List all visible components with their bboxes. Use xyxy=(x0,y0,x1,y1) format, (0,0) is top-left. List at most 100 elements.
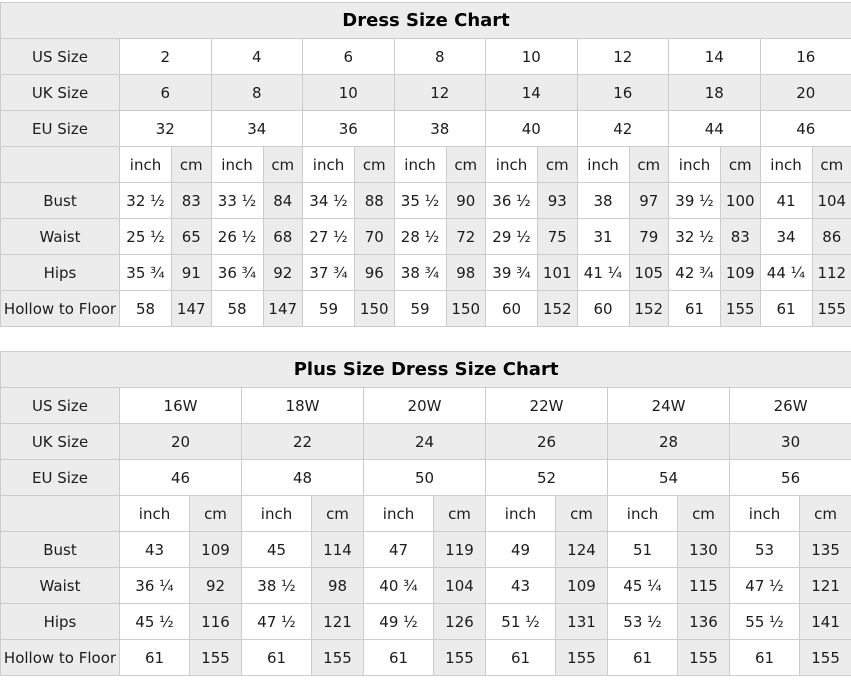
size-cell: 16 xyxy=(760,39,851,75)
size-cell: 38 xyxy=(394,111,486,147)
inch-cell: 32 ½ xyxy=(669,219,721,255)
inch-cell: 28 ½ xyxy=(394,219,446,255)
cm-cell: cm xyxy=(800,496,851,532)
cm-cell: 155 xyxy=(190,640,242,676)
inch-cell: 36 ¼ xyxy=(120,568,190,604)
inch-cell: 45 ¼ xyxy=(608,568,678,604)
size-cell: 14 xyxy=(669,39,761,75)
inch-cell: 61 xyxy=(760,291,812,327)
size-cell: 10 xyxy=(486,39,578,75)
cm-cell: 124 xyxy=(556,532,608,568)
size-cell: 46 xyxy=(120,460,242,496)
cm-cell: 152 xyxy=(629,291,669,327)
row-label: UK Size xyxy=(1,75,120,111)
inch-cell: inch xyxy=(242,496,312,532)
inch-cell: 34 ½ xyxy=(303,183,355,219)
inch-cell: 37 ¾ xyxy=(303,255,355,291)
row-label: US Size xyxy=(1,39,120,75)
title-row: Dress Size Chart xyxy=(1,3,851,39)
size-cell: 20W xyxy=(364,388,486,424)
size-cell: 48 xyxy=(242,460,364,496)
cm-cell: 119 xyxy=(434,532,486,568)
cm-cell: 114 xyxy=(312,532,364,568)
cm-cell: 150 xyxy=(446,291,486,327)
inch-cell: inch xyxy=(577,147,629,183)
row-label xyxy=(1,496,120,532)
inch-cell: inch xyxy=(211,147,263,183)
cm-cell: cm xyxy=(678,496,730,532)
cm-cell: 121 xyxy=(800,568,851,604)
size-cell: 24W xyxy=(608,388,730,424)
inch-cell: 43 xyxy=(486,568,556,604)
size-cell: 36 xyxy=(303,111,395,147)
row-label: Hips xyxy=(1,604,120,640)
inch-cell: 61 xyxy=(364,640,434,676)
inch-cell: 43 xyxy=(120,532,190,568)
inch-cell: 61 xyxy=(486,640,556,676)
inch-cell: 31 xyxy=(577,219,629,255)
inch-cell: 42 ¾ xyxy=(669,255,721,291)
cm-cell: 115 xyxy=(678,568,730,604)
size-cell: 2 xyxy=(120,39,212,75)
row-label: Waist xyxy=(1,219,120,255)
cm-cell: 147 xyxy=(263,291,303,327)
size-cell: 10 xyxy=(303,75,395,111)
cm-cell: 155 xyxy=(312,640,364,676)
inch-cell: 26 ½ xyxy=(211,219,263,255)
inch-cell: 58 xyxy=(120,291,172,327)
cm-cell: 65 xyxy=(172,219,212,255)
size-cell: 46 xyxy=(760,111,851,147)
inch-cell: 36 ½ xyxy=(486,183,538,219)
cm-cell: 147 xyxy=(172,291,212,327)
cm-cell: 104 xyxy=(812,183,851,219)
inch-cell: inch xyxy=(120,496,190,532)
inch-cell: 59 xyxy=(394,291,446,327)
inch-cell: 53 ½ xyxy=(608,604,678,640)
inch-cell: 35 ½ xyxy=(394,183,446,219)
cm-cell: 155 xyxy=(812,291,851,327)
inch-cell: 47 xyxy=(364,532,434,568)
cm-cell: 91 xyxy=(172,255,212,291)
cm-cell: 96 xyxy=(355,255,395,291)
size-cell: 16W xyxy=(120,388,242,424)
row-label: Hips xyxy=(1,255,120,291)
cm-cell: 86 xyxy=(812,219,851,255)
inch-cell: 38 ½ xyxy=(242,568,312,604)
size-cell: 6 xyxy=(120,75,212,111)
size-cell: 18W xyxy=(242,388,364,424)
cm-cell: 130 xyxy=(678,532,730,568)
size-cell: 34 xyxy=(211,111,303,147)
inch-cell: 45 ½ xyxy=(120,604,190,640)
cm-cell: cm xyxy=(172,147,212,183)
inch-cell: inch xyxy=(760,147,812,183)
inch-cell: 33 ½ xyxy=(211,183,263,219)
cm-cell: 126 xyxy=(434,604,486,640)
inch-cell: 40 ¾ xyxy=(364,568,434,604)
size-cell: 20 xyxy=(760,75,851,111)
inch-cell: inch xyxy=(730,496,800,532)
cm-cell: 121 xyxy=(312,604,364,640)
row-label: Hollow to Floor xyxy=(1,291,120,327)
cm-cell: 155 xyxy=(556,640,608,676)
row-label: US Size xyxy=(1,388,120,424)
cm-cell: cm xyxy=(538,147,578,183)
inch-cell: 61 xyxy=(242,640,312,676)
inch-cell: 51 ½ xyxy=(486,604,556,640)
size-cell: 20 xyxy=(120,424,242,460)
inch-cell: inch xyxy=(486,496,556,532)
inch-cell: 44 ¼ xyxy=(760,255,812,291)
cm-cell: 88 xyxy=(355,183,395,219)
table-title: Dress Size Chart xyxy=(1,3,851,39)
cm-cell: 155 xyxy=(434,640,486,676)
inch-cell: inch xyxy=(364,496,434,532)
cm-cell: 92 xyxy=(263,255,303,291)
